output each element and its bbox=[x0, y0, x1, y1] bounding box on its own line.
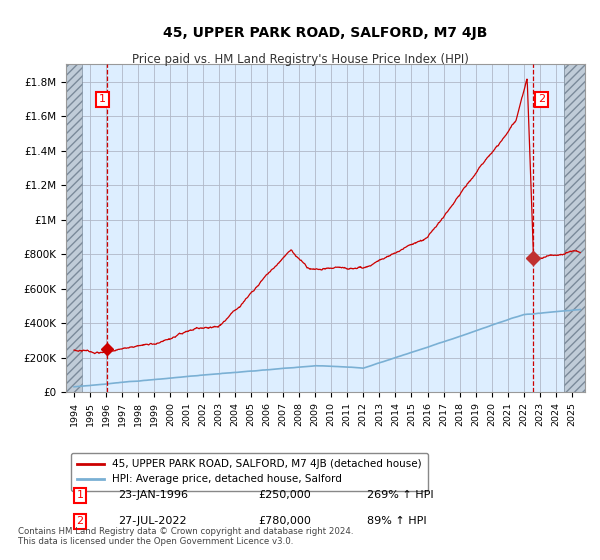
Legend: 45, UPPER PARK ROAD, SALFORD, M7 4JB (detached house), HPI: Average price, detac: 45, UPPER PARK ROAD, SALFORD, M7 4JB (de… bbox=[71, 453, 428, 491]
Text: 1: 1 bbox=[99, 94, 106, 104]
Text: 2: 2 bbox=[76, 516, 83, 526]
Bar bbox=[66, 64, 82, 392]
Title: 45, UPPER PARK ROAD, SALFORD, M7 4JB: 45, UPPER PARK ROAD, SALFORD, M7 4JB bbox=[163, 26, 488, 40]
Text: £250,000: £250,000 bbox=[258, 490, 311, 500]
Bar bbox=[564, 64, 585, 392]
Text: 269% ↑ HPI: 269% ↑ HPI bbox=[367, 490, 434, 500]
Text: 2: 2 bbox=[538, 94, 545, 104]
Text: 89% ↑ HPI: 89% ↑ HPI bbox=[367, 516, 427, 526]
Text: 27-JUL-2022: 27-JUL-2022 bbox=[118, 516, 187, 526]
Text: 23-JAN-1996: 23-JAN-1996 bbox=[118, 490, 188, 500]
Bar bbox=[564, 64, 585, 392]
Text: Price paid vs. HM Land Registry's House Price Index (HPI): Price paid vs. HM Land Registry's House … bbox=[131, 53, 469, 66]
Bar bbox=[66, 64, 82, 392]
Text: 1: 1 bbox=[76, 490, 83, 500]
Text: Contains HM Land Registry data © Crown copyright and database right 2024.
This d: Contains HM Land Registry data © Crown c… bbox=[18, 526, 353, 546]
Text: £780,000: £780,000 bbox=[258, 516, 311, 526]
